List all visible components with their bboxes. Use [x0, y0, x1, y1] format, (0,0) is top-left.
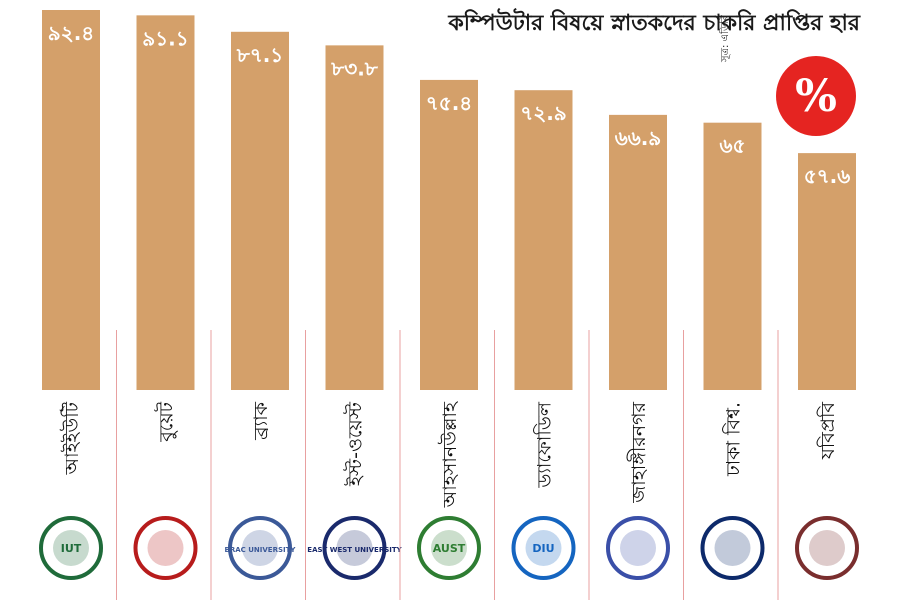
bar-value-label: ৫৭.৬	[804, 164, 851, 188]
just-logo	[795, 516, 859, 580]
bar	[798, 153, 856, 390]
bar	[325, 45, 384, 390]
category-label: আহসানউল্লাহ	[438, 401, 461, 508]
svg-text:AUST: AUST	[433, 542, 466, 555]
bar	[136, 15, 195, 391]
bar-value-label: ৮৭.১	[236, 43, 284, 67]
svg-text:DIU: DIU	[532, 542, 554, 555]
category-label: আইইউটি	[60, 401, 83, 475]
category-label: ইস্ট-ওয়েস্ট	[344, 401, 367, 487]
percent-badge: %	[776, 56, 856, 136]
ju-logo	[606, 516, 670, 580]
bar-value-label: ৮৩.৮	[330, 56, 379, 80]
bar-value-label: ৯১.১	[142, 26, 189, 50]
bar	[609, 114, 667, 391]
iut-logo: IUT	[39, 516, 103, 580]
bar	[703, 122, 762, 390]
category-label: জাহাঙ্গীরনগর	[627, 401, 650, 503]
category-label: বুয়েট	[155, 401, 178, 442]
category-label: ঢাকা বিশ্ব.	[723, 402, 745, 477]
bar-value-label: ৯২.৪	[48, 21, 95, 45]
bar-value-label: ৭২.৯	[520, 101, 567, 125]
buet-logo	[133, 516, 198, 580]
bar-value-label: ৭৫.৪	[426, 91, 473, 115]
category-label: ব্র্যাক	[250, 401, 272, 441]
bar	[42, 10, 100, 390]
ewu-logo: EAST WEST UNIVERSITY	[307, 516, 403, 580]
bar	[231, 31, 289, 390]
bar	[420, 79, 478, 390]
category-label: ড্যাফোডিল	[534, 401, 556, 488]
diu-logo: DIU	[511, 516, 576, 580]
chart-title: কম্পিউটার বিষয়ে স্নাতকদের চাকরি প্রাপ্ত…	[448, 11, 860, 36]
source-note: সূত্র: এডিবি	[720, 15, 731, 62]
bar-value-label: ৬৫	[720, 134, 746, 158]
bar-value-label: ৬৬.৯	[615, 126, 662, 150]
aust-logo: AUST	[417, 516, 481, 580]
category-label: যবিপ্রবি	[817, 402, 839, 461]
svg-text:EAST WEST UNIVERSITY: EAST WEST UNIVERSITY	[307, 546, 402, 554]
svg-text:IUT: IUT	[61, 542, 82, 555]
bar	[514, 90, 573, 391]
brac-logo: BRAC UNIVERSITY	[225, 516, 297, 580]
svg-text:BRAC UNIVERSITY: BRAC UNIVERSITY	[225, 546, 297, 554]
du-logo	[700, 516, 765, 580]
